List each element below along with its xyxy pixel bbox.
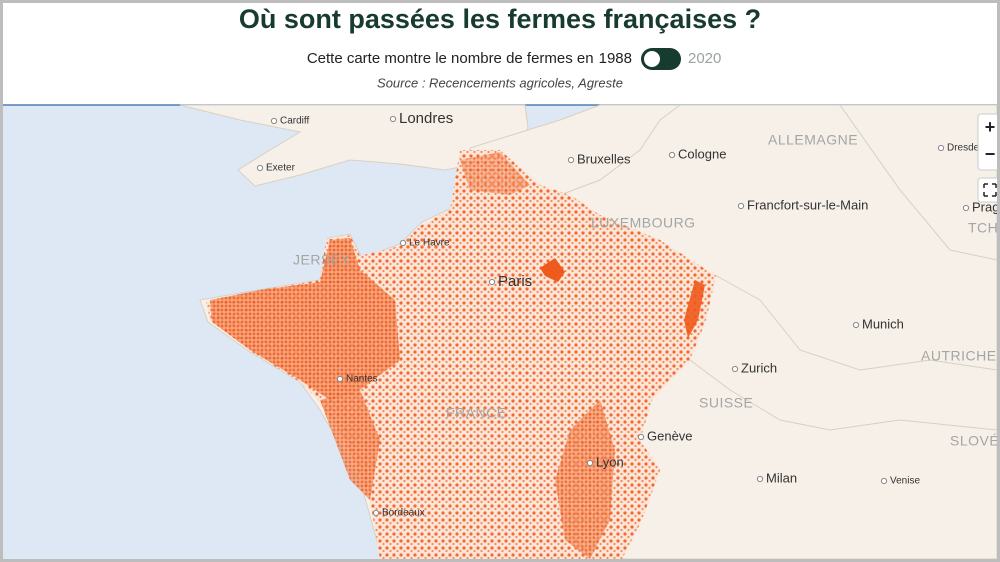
city-dot (567, 156, 575, 164)
city-label: Exeter (266, 163, 296, 174)
city-label: Cologne (678, 146, 726, 161)
farm-cluster (555, 400, 615, 559)
farm-cluster (540, 258, 565, 282)
toggle-knob[interactable] (644, 51, 660, 67)
border (689, 359, 997, 431)
zoom-control (977, 113, 997, 171)
city-dot (336, 375, 344, 383)
country-label: TCH (968, 220, 997, 236)
farm-cluster (684, 280, 705, 338)
farm-cluster (320, 390, 380, 500)
country-label: AUTRICHE (921, 348, 997, 364)
city-label: Zurich (741, 360, 777, 375)
city-dot (731, 365, 739, 373)
border (714, 274, 997, 371)
city-label: Paris (498, 273, 532, 290)
city-label: Cardiff (280, 116, 309, 127)
city-label: Le Havre (409, 238, 450, 249)
year-left: 1988 (599, 50, 632, 67)
city-label: Francfort-sur-le-Main (747, 197, 868, 212)
farm-cluster (460, 152, 530, 195)
city-dot (256, 164, 264, 172)
city-label: Nantes (346, 374, 378, 385)
labels: ALLEMAGNE LUXEMBOURG TCH AUTRICHE SUISSE… (256, 110, 997, 519)
city-label: Venise (890, 476, 920, 487)
city-dot (270, 117, 278, 125)
zoom-out[interactable]: − (985, 144, 996, 164)
city-dot (637, 433, 645, 441)
city-label: Genève (647, 428, 693, 443)
city-label: Bruxelles (577, 151, 631, 166)
border (559, 104, 681, 196)
header-bg (3, 3, 997, 105)
city-dot (372, 509, 380, 517)
country-label: LUXEMBOURG (591, 215, 696, 231)
title: Où sont passées les fermes françaises ? (239, 4, 761, 34)
screen: Où sont passées les fermes françaises ? … (3, 3, 997, 559)
city-dot (756, 475, 764, 483)
city-dot (962, 204, 970, 212)
city-label: Dresde (947, 143, 980, 154)
borders (559, 104, 997, 431)
toggle-label: Cette carte montre le nombre de fermes e… (307, 50, 594, 67)
city-dot (488, 278, 496, 286)
zoom-in[interactable]: + (985, 117, 996, 137)
source: Source : Recencements agricoles, Agreste (377, 75, 623, 90)
city-label: Lyon (596, 454, 624, 469)
city-dot (880, 477, 888, 485)
country-label: SUISSE (699, 395, 753, 411)
country-label: JERSEY (293, 252, 351, 268)
city-label: Munich (862, 316, 904, 331)
city-label: Milan (766, 470, 797, 485)
city-label: Bordeaux (382, 508, 425, 519)
country-label: FRANCE (446, 405, 507, 421)
city-dot (389, 115, 397, 123)
year-right: 2020 (688, 50, 721, 67)
city-dot (937, 144, 945, 152)
city-dot (852, 321, 860, 329)
city-dot (668, 151, 676, 159)
border (839, 104, 997, 261)
city-label: Londres (399, 110, 453, 127)
country-label: SLOVÉ (950, 433, 997, 449)
city-dot (399, 239, 407, 247)
city-dot (586, 459, 594, 467)
city-label: Prag (972, 199, 997, 214)
fullscreen[interactable] (977, 177, 997, 203)
city-dot (737, 202, 745, 210)
country-label: ALLEMAGNE (768, 132, 858, 148)
farm-cluster (210, 238, 400, 400)
fullscreen-icon (983, 183, 997, 197)
